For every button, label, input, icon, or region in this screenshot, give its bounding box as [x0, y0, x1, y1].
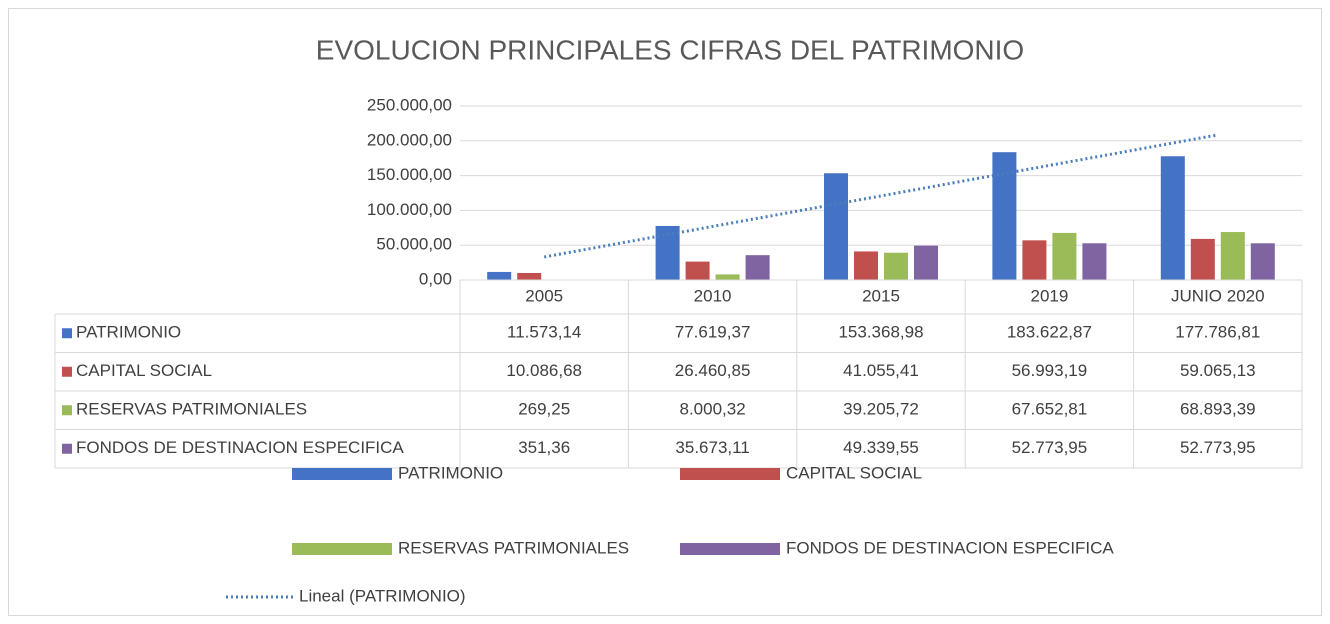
legend-key: [62, 366, 72, 377]
y-tick-label: 250.000,00: [367, 95, 452, 114]
data-label: 351,36: [518, 438, 570, 457]
bar: [1160, 156, 1185, 280]
bar: [715, 274, 740, 280]
data-label: 35.673,11: [675, 438, 749, 457]
bar: [1022, 240, 1047, 280]
data-label: 8.000,32: [680, 400, 746, 419]
data-label: 10.086,68: [506, 361, 582, 380]
legend-label: Lineal (PATRIMONIO): [299, 586, 466, 605]
x-tick-label: 2015: [862, 286, 900, 305]
legend-label: RESERVAS PATRIMONIALES: [398, 538, 629, 557]
data-label: 77.619,37: [675, 323, 751, 342]
x-tick-label: JUNIO 2020: [1171, 286, 1265, 305]
legend-swatch: [292, 468, 392, 480]
data-label: 26.460,85: [675, 361, 751, 380]
legend-swatch: [680, 468, 780, 480]
data-label: 269,25: [518, 400, 570, 419]
y-tick-label: 0,00: [419, 269, 452, 288]
data-label: 11.573,14: [507, 323, 581, 342]
row-label: PATRIMONIO: [76, 323, 181, 342]
y-tick-label: 150.000,00: [367, 165, 452, 184]
legend-key: [62, 443, 72, 454]
data-label: 52.773,95: [1180, 438, 1256, 457]
x-tick-label: 2010: [694, 286, 732, 305]
legend-label: CAPITAL SOCIAL: [786, 463, 922, 482]
bar: [884, 252, 908, 280]
legend-swatch: [680, 543, 780, 555]
bar: [1082, 243, 1107, 280]
row-label: CAPITAL SOCIAL: [76, 361, 212, 380]
bar: [854, 251, 878, 280]
bar: [1052, 232, 1077, 280]
row-label: FONDOS DE DESTINACION ESPECIFICA: [76, 438, 404, 457]
data-label: 68.893,39: [1180, 400, 1256, 419]
data-label: 41.055,41: [843, 361, 919, 380]
legend-key: [62, 328, 72, 339]
data-label: 183.622,87: [1007, 323, 1092, 342]
bar: [487, 271, 512, 280]
data-label: 67.652,81: [1012, 400, 1088, 419]
bar: [824, 173, 848, 280]
row-label: RESERVAS PATRIMONIALES: [76, 400, 307, 419]
legend-swatch: [292, 543, 392, 555]
legend-label: PATRIMONIO: [398, 463, 503, 482]
trendline: [543, 133, 1219, 259]
y-tick-label: 50.000,00: [376, 235, 452, 254]
bar: [745, 255, 770, 280]
data-label: 177.786,81: [1175, 323, 1260, 342]
data-label: 56.993,19: [1012, 361, 1088, 380]
bar: [685, 261, 710, 280]
legend-label: FONDOS DE DESTINACION ESPECIFICA: [786, 538, 1114, 557]
bar: [1190, 238, 1215, 280]
x-tick-label: 2005: [525, 286, 563, 305]
bar: [914, 245, 938, 280]
bar: [1220, 232, 1245, 280]
data-label: 39.205,72: [843, 400, 919, 419]
data-label: 49.339,55: [843, 438, 919, 457]
y-tick-label: 100.000,00: [367, 200, 452, 219]
data-label: 59.065,13: [1180, 361, 1256, 380]
legend-key: [62, 405, 72, 416]
y-tick-label: 200.000,00: [367, 130, 452, 149]
x-tick-label: 2019: [1030, 286, 1068, 305]
data-label: 52.773,95: [1012, 438, 1088, 457]
chart-border: [8, 8, 1322, 616]
bar: [517, 272, 542, 280]
data-label: 153.368,98: [838, 323, 923, 342]
bar: [1250, 243, 1275, 280]
chart-title: EVOLUCION PRINCIPALES CIFRAS DEL PATRIMO…: [316, 34, 1024, 65]
